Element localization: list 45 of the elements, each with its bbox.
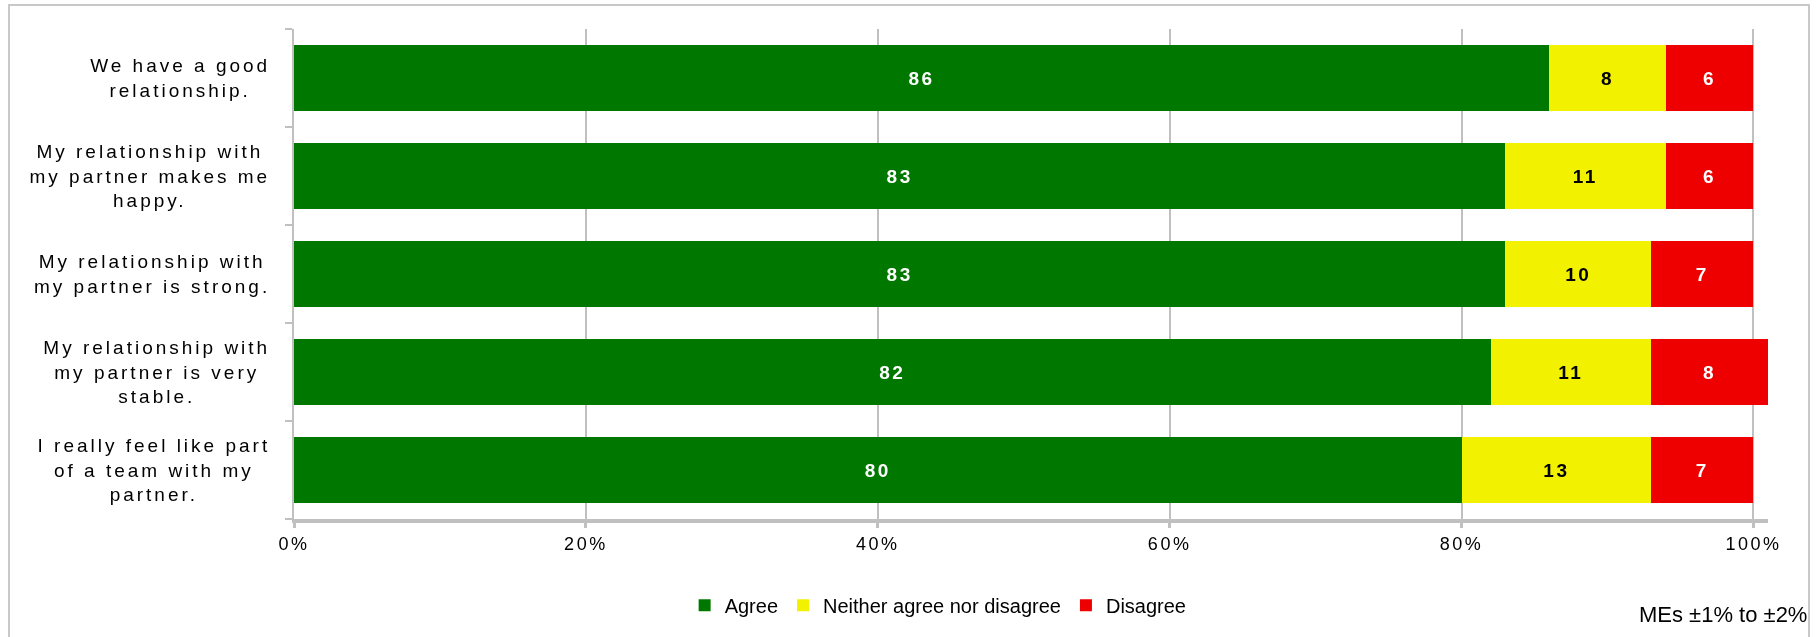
data-label: 83 <box>886 165 913 187</box>
x-tick-label: 100% <box>1725 533 1782 554</box>
bar <box>1665 143 1754 209</box>
data-label: 80 <box>864 459 891 481</box>
bar <box>294 437 1462 503</box>
x-tick-label: 80% <box>1439 533 1484 554</box>
legend-label: Neither agree nor disagree <box>823 595 1061 618</box>
y-tick-label: My relationship with my partner is strong. <box>34 251 271 297</box>
x-tick-label: 60% <box>1147 533 1192 554</box>
bar <box>1651 241 1754 307</box>
data-label: 7 <box>1695 263 1709 285</box>
legend-label: Agree <box>724 595 779 618</box>
bar <box>1651 437 1754 503</box>
data-label: 11 <box>1558 361 1584 383</box>
bar <box>294 143 1506 209</box>
x-tick-label: 40% <box>855 533 900 554</box>
bar <box>294 45 1550 111</box>
legend-label: Disagree <box>1105 595 1186 618</box>
bar <box>1651 339 1768 405</box>
bar <box>1665 45 1754 111</box>
bar <box>1505 143 1666 209</box>
data-label: 11 <box>1572 165 1598 187</box>
y-tick-label: I really feel like part of a team with my partner. <box>37 434 271 506</box>
data-label: 82 <box>879 361 906 383</box>
bar <box>1461 437 1652 503</box>
data-label: 6 <box>1703 67 1717 89</box>
data-label: 8 <box>1703 361 1717 383</box>
bar <box>1490 339 1652 405</box>
bar <box>294 241 1506 307</box>
y-tick-label: My relationship with my partner is very stable. <box>43 336 271 408</box>
data-label: 10 <box>1565 263 1592 285</box>
x-tick-label: 20% <box>564 533 608 554</box>
x-tick-label: 0% <box>278 533 310 554</box>
bar <box>294 339 1491 405</box>
y-tick-label: My relationship with my partner makes me happy. <box>29 140 271 212</box>
data-label: 6 <box>1703 165 1717 187</box>
data-label: 8 <box>1600 67 1614 89</box>
text: MEs ±1% to ±2% <box>1639 602 1808 627</box>
y-tick-label: We have a good relationship. <box>90 55 271 101</box>
data-label: 13 <box>1543 459 1570 481</box>
bar <box>1549 45 1666 111</box>
data-label: 86 <box>908 67 935 89</box>
data-label: 83 <box>886 263 913 285</box>
data-label: 7 <box>1695 459 1709 481</box>
bar <box>1505 241 1652 307</box>
